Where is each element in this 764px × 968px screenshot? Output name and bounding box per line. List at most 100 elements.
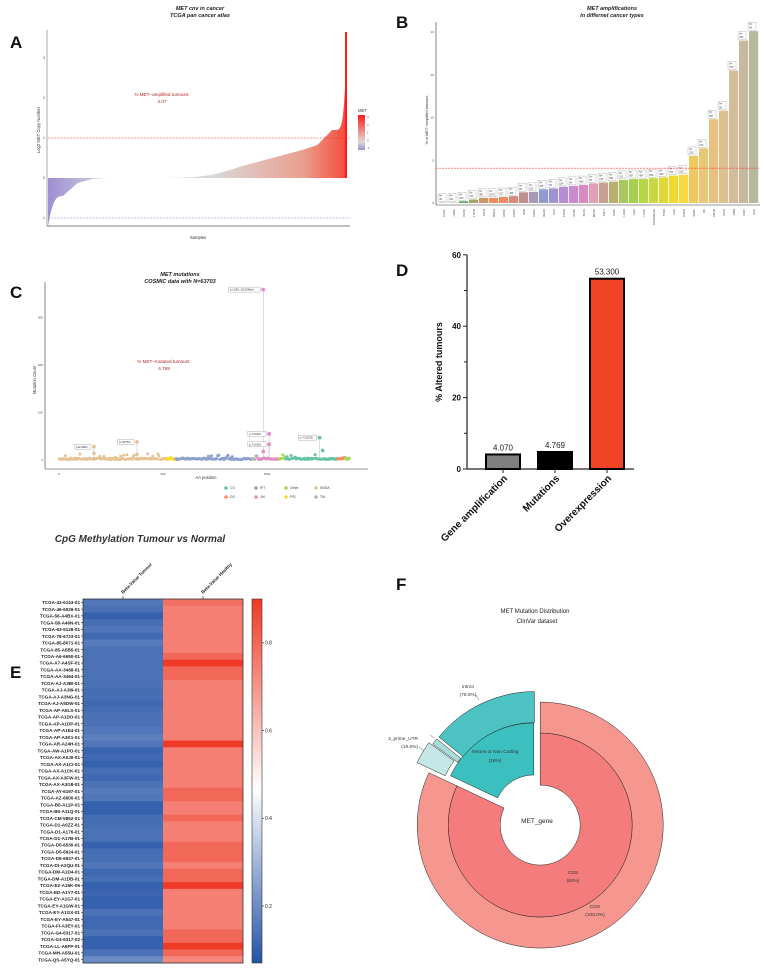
heatmap-cell-healthy (163, 686, 243, 694)
n-label-value: 1070 (489, 193, 495, 196)
n-label-box (477, 188, 487, 198)
heatmap-cell-healthy (163, 599, 243, 607)
outer-label-cds-pct: (100.0%) (585, 912, 605, 918)
category-label: LUSC (642, 209, 646, 216)
bar-kich (719, 110, 729, 203)
n-label-value: 191 (449, 198, 454, 201)
category-label: SARC (692, 209, 696, 217)
row-label: TCGA-ED-A1Y7-01 (39, 890, 80, 895)
annotation-value: 4.769 (158, 366, 170, 371)
row-label: TCGA-LL-A6FP-01 (40, 944, 81, 949)
heatmap-cell-tumour (83, 848, 163, 856)
heatmap-cell-healthy (163, 619, 243, 627)
mutation-point (205, 457, 209, 461)
peak-label-box (247, 441, 267, 447)
n-label-box (637, 169, 647, 179)
row-label: TCGA-AX-A3G8-01 (39, 782, 81, 787)
row-label: TCGA-QS-A5YQ-01 (38, 957, 80, 962)
n-label-prefix: N= (569, 178, 573, 181)
category-label: UVM (522, 208, 526, 215)
n-label-box (747, 21, 757, 31)
chart-title: MET mutations (160, 272, 199, 278)
peak-point (261, 449, 266, 454)
bar-lusc (639, 179, 649, 203)
n-label-prefix: N= (519, 184, 523, 187)
n-label-value: 373 (699, 144, 704, 147)
value-label: 4.070 (493, 443, 514, 452)
mutation-point (130, 457, 134, 461)
annotation-text: % MET−mutated tumours: (137, 359, 191, 364)
n-label-prefix: N= (489, 190, 493, 193)
bar-gbm (729, 70, 739, 203)
bar-coadread (649, 178, 659, 203)
outer-slice-3_prime_utr (416, 742, 455, 777)
n-label-prefix: N= (719, 103, 723, 106)
heatmap-cell-healthy (163, 740, 243, 748)
row-label: TCGA-CM-5862-01 (40, 816, 81, 821)
heatmap-cell-tumour (83, 740, 163, 748)
heatmap-cell-tumour (83, 922, 163, 930)
peak-label: p.N375S (119, 440, 131, 444)
legend-swatch-other (284, 486, 288, 490)
n-label-box (647, 169, 657, 178)
chart-subtitle: COSMIC data with N=63703 (144, 279, 215, 285)
n-label-value: 263 (739, 36, 744, 39)
category-label: PCPG (562, 209, 566, 217)
row-label: TCGA-FI-A3EY-01 (41, 924, 80, 929)
peak-point (320, 448, 325, 453)
y-tick-label: 5 (432, 158, 434, 162)
bar-cesc (459, 201, 469, 203)
heatmap-cell-tumour (83, 794, 163, 802)
n-label-prefix: N= (589, 175, 593, 178)
bar-ucs (549, 188, 559, 203)
peak-point (267, 442, 271, 447)
n-label-prefix: N= (639, 171, 643, 174)
heatmap-cell-tumour (83, 868, 163, 876)
n-label-prefix: N= (689, 148, 693, 151)
panel-label-d: D (396, 261, 408, 280)
peak-point (135, 440, 139, 444)
colorbar-tick-label: 0.4 (265, 816, 272, 822)
n-label-box (447, 193, 457, 202)
heatmap-cell-healthy (163, 700, 243, 708)
y-tick-label: 0 (432, 201, 434, 205)
n-label-value: 523 (529, 187, 534, 190)
outer-label-cds: CDS (590, 904, 600, 910)
heatmap-cell-tumour (83, 861, 163, 869)
x-tick-label: 0 (58, 472, 60, 476)
colorbar (251, 598, 263, 964)
mutation-point (151, 454, 155, 458)
heatmap-cell-healthy (163, 713, 243, 721)
n-label-value: 487 (639, 175, 644, 178)
inner-label-cds-pct: (82%) (567, 878, 580, 884)
legend-swatch-cs (224, 486, 228, 490)
chart-subtitle: TCGA pan cancer atlas (170, 13, 230, 19)
n-label-prefix: N= (629, 171, 633, 174)
heatmap-cell-tumour (83, 875, 163, 883)
category-label: UCEC (532, 209, 536, 217)
legend-tick-label: 3 (367, 115, 369, 119)
y-axis-label: Log2 MET Copy Number (36, 106, 41, 153)
n-label-value: 87 (589, 179, 592, 182)
heatmap-cell-tumour (83, 666, 163, 674)
panel-d-altered-tumours-chart: % Altered tumours 0 20 40 60 4.070 Gene ampli… (434, 251, 634, 544)
n-label-box (577, 175, 587, 185)
panel-label-c: C (10, 283, 22, 302)
heatmap-cell-healthy (163, 679, 243, 687)
heatmap-cell-healthy (163, 882, 243, 890)
heatmap-cell-healthy (163, 895, 243, 903)
n-label-value: 408 (659, 173, 664, 176)
n-label-prefix: N= (439, 195, 443, 198)
heatmap-cell-tumour (83, 713, 163, 721)
row-label: TCGA-AA-3494-01 (40, 674, 80, 679)
row-label: TCGA-AJ-A5DW-01 (38, 701, 80, 706)
heatmap-cell-healthy (163, 612, 243, 620)
n-label-box (687, 146, 697, 156)
heatmap-cell-tumour (83, 599, 163, 607)
panel-e-methylation-heatmap: CpG Methylation Tumour vs Normal TCGA-43… (37, 534, 272, 964)
row-label: TCGA-EY-A1G7-01 (39, 897, 80, 902)
n-label-prefix: N= (559, 179, 563, 182)
max-cnv-bar (345, 32, 347, 178)
n-label-value: 80 (519, 188, 522, 191)
